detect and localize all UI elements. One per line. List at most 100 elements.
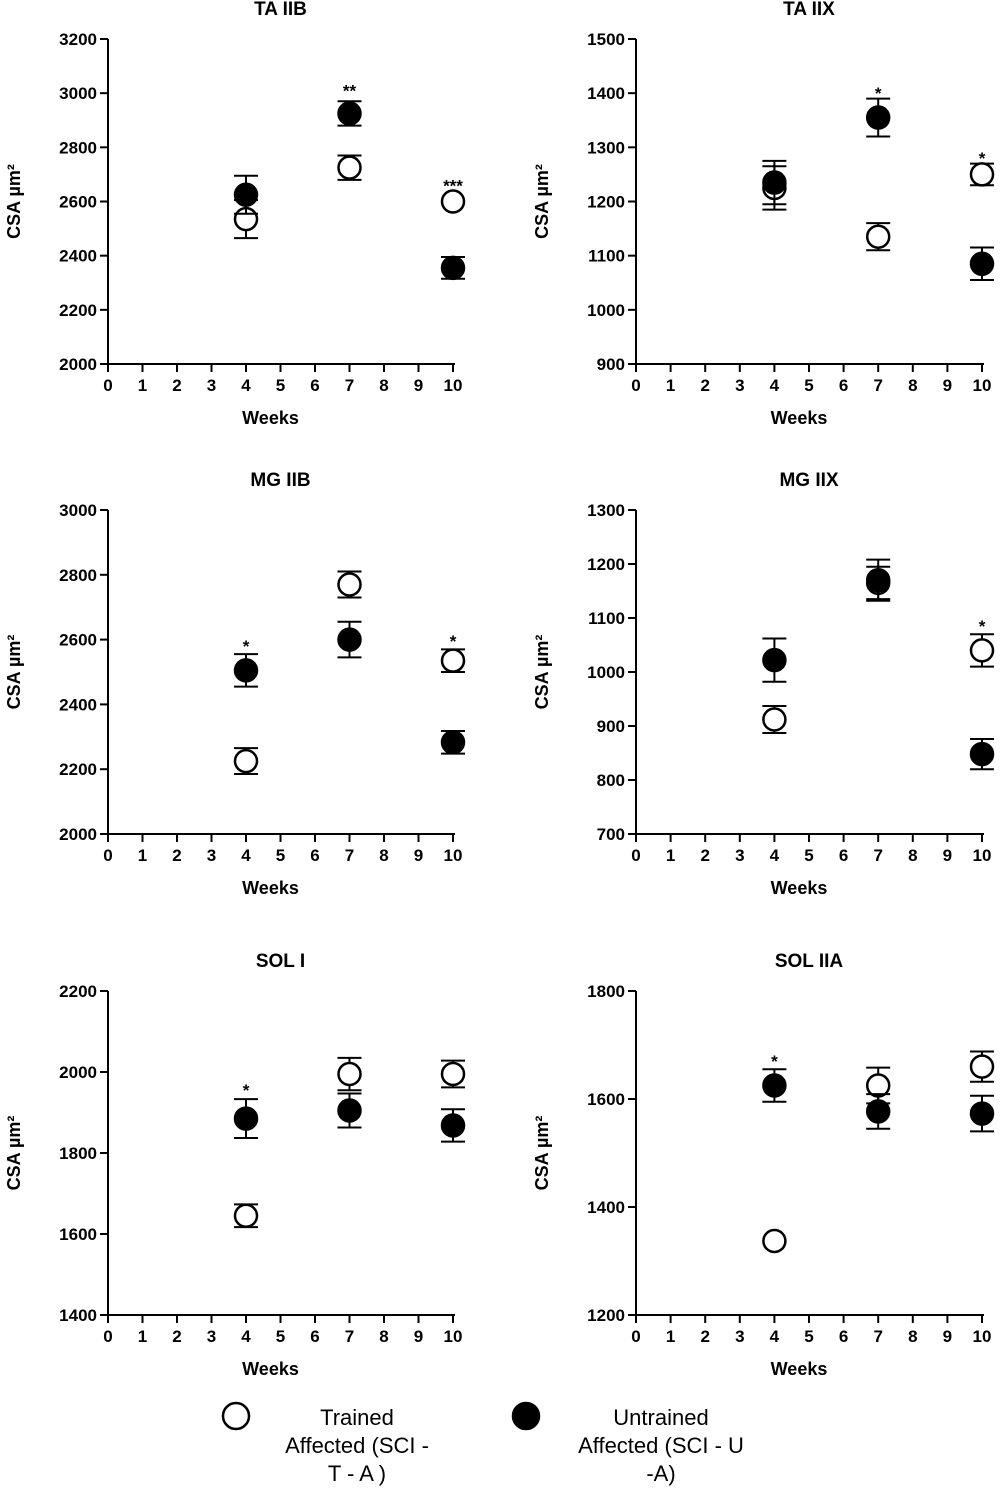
significance-marker: *** [443, 176, 463, 195]
x-tick-label: 10 [973, 376, 992, 395]
y-tick-label: 2200 [59, 760, 97, 779]
x-tick-label: 8 [379, 846, 388, 865]
y-tick-label: 2800 [59, 138, 97, 157]
x-tick-label: 9 [414, 846, 423, 865]
x-axis-label: Weeks [771, 408, 828, 428]
y-tick-label: 1400 [587, 84, 625, 103]
y-tick-label: 2400 [59, 247, 97, 266]
x-tick-label: 5 [804, 1327, 813, 1346]
y-tick-label: 3200 [59, 30, 97, 49]
y-tick-label: 1300 [587, 138, 625, 157]
y-tick-label: 1400 [587, 1198, 625, 1217]
y-tick-label: 2600 [59, 631, 97, 650]
x-tick-label: 2 [172, 376, 181, 395]
y-tick-label: 3000 [59, 501, 97, 520]
data-point-trained [233, 748, 259, 774]
x-tick-label: 2 [700, 376, 709, 395]
data-point-trained [233, 1203, 259, 1229]
data-point-untrained [337, 1098, 362, 1123]
y-tick-label: 1000 [587, 301, 625, 320]
data-point-untrained [969, 1101, 995, 1126]
x-tick-label: 0 [103, 1327, 112, 1346]
x-tick-label: 10 [973, 1327, 992, 1346]
y-tick-label: 2200 [59, 301, 97, 320]
x-tick-label: 6 [839, 1327, 848, 1346]
x-tick-label: 7 [873, 1327, 882, 1346]
significance-marker: * [243, 1081, 250, 1100]
x-tick-label: 0 [631, 846, 640, 865]
chart-panel: SOL IIA 1200 1400 1600 1800 0 1 2 3 4 5 6 7 8 9 10 Weeks… [532, 951, 995, 1379]
x-tick-label: 9 [414, 376, 423, 395]
x-tick-label: 1 [666, 846, 675, 865]
x-tick-label: 6 [839, 846, 848, 865]
data-point-untrained [440, 255, 466, 281]
y-tick-label: 2000 [59, 825, 97, 844]
x-tick-label: 5 [804, 376, 813, 395]
x-tick-label: 1 [138, 376, 147, 395]
x-tick-label: 9 [943, 1327, 952, 1346]
data-point-trained [969, 1054, 995, 1079]
x-tick-label: 7 [345, 846, 354, 865]
legend-label-line: T - A ) [328, 1461, 386, 1486]
data-point-trained [337, 572, 362, 597]
x-tick-label: 5 [804, 846, 813, 865]
x-tick-label: 6 [839, 376, 848, 395]
legend-label: Untrained Affected (SCI - U -A) [578, 1405, 744, 1486]
significance-marker: ** [343, 81, 357, 100]
x-axis-label: Weeks [242, 1359, 299, 1379]
x-tick-label: 3 [735, 376, 744, 395]
y-tick-label: 1300 [587, 501, 625, 520]
chart-title: SOL IIA [775, 951, 844, 972]
chart-title: MG IIB [250, 470, 310, 491]
y-axis-label: CSA µm² [4, 164, 24, 239]
y-tick-label: 1800 [59, 1144, 97, 1163]
x-tick-label: 0 [631, 376, 640, 395]
data-point-trained [440, 1061, 466, 1087]
chart-title: MG IIX [779, 470, 838, 491]
y-tick-label: 1400 [59, 1306, 97, 1325]
x-tick-label: 9 [943, 846, 952, 865]
data-point-untrained [865, 1099, 891, 1124]
y-axis-label: CSA µm² [4, 1116, 24, 1191]
legend-label-line: Affected (SCI - U [578, 1433, 744, 1458]
significance-marker: * [243, 637, 250, 656]
data-point-untrained [762, 647, 787, 673]
y-tick-label: 1200 [587, 555, 625, 574]
x-tick-label: 8 [908, 1327, 917, 1346]
significance-marker: * [979, 149, 986, 168]
y-tick-label: 1600 [59, 1225, 97, 1244]
y-tick-label: 700 [597, 825, 625, 844]
x-tick-label: 2 [700, 846, 709, 865]
data-point-trained [969, 162, 995, 187]
data-point-untrained [233, 658, 259, 683]
x-tick-label: 5 [276, 1327, 285, 1346]
y-tick-label: 2000 [59, 355, 97, 374]
x-tick-label: 8 [379, 376, 388, 395]
x-tick-label: 4 [770, 376, 780, 395]
chart-title: SOL I [256, 951, 305, 972]
x-tick-label: 3 [207, 1327, 216, 1346]
data-point-trained [440, 648, 466, 673]
y-axis-label: CSA µm² [532, 1116, 552, 1191]
y-tick-label: 2800 [59, 566, 97, 585]
y-tick-label: 800 [597, 771, 625, 790]
x-tick-label: 9 [943, 376, 952, 395]
x-tick-label: 3 [735, 846, 744, 865]
y-tick-label: 900 [597, 717, 625, 736]
y-tick-label: 1800 [587, 982, 625, 1001]
y-tick-label: 3000 [59, 84, 97, 103]
x-tick-label: 4 [241, 1327, 251, 1346]
data-point-untrained [337, 101, 362, 126]
chart-panel: TA IIB 2000 2200 2400 2600 2800 3000 3200 0 1 2 3 4 5… [4, 0, 466, 428]
x-tick-label: 1 [666, 376, 675, 395]
y-tick-label: 1200 [587, 193, 625, 212]
x-tick-label: 1 [666, 1327, 675, 1346]
x-axis-label: Weeks [242, 408, 299, 428]
x-tick-label: 6 [310, 376, 319, 395]
legend-label-line: -A) [646, 1461, 675, 1486]
legend-label-line: Trained [320, 1405, 394, 1430]
y-tick-label: 1100 [588, 247, 625, 266]
x-tick-label: 1 [138, 1327, 147, 1346]
data-point-trained [865, 224, 891, 249]
x-tick-label: 8 [379, 1327, 388, 1346]
